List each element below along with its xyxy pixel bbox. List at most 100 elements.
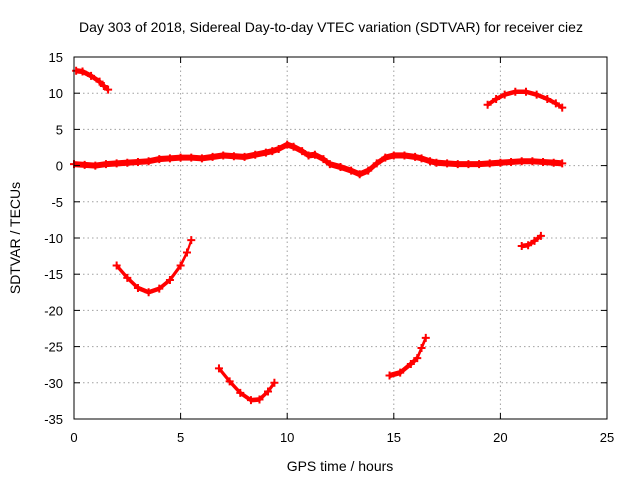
data-point (347, 166, 356, 175)
data-point (261, 148, 270, 157)
x-tick-label: 10 (280, 430, 294, 445)
data-point (274, 144, 283, 153)
data-point (530, 236, 539, 245)
grid (74, 57, 607, 419)
data-point (251, 150, 260, 159)
data-point (558, 103, 567, 112)
data-point (325, 160, 334, 169)
data-point (549, 158, 558, 167)
data-point (123, 273, 132, 282)
x-tick-label: 0 (70, 430, 77, 445)
data-point (80, 160, 89, 169)
data-point (187, 236, 196, 245)
data-point (400, 151, 409, 160)
data-point (310, 150, 319, 159)
data-point (532, 90, 541, 99)
data-point (528, 157, 537, 166)
data-point (381, 153, 390, 162)
data-point (182, 248, 191, 257)
data-point (176, 153, 185, 162)
data-point (187, 153, 196, 162)
y-tick-label: -5 (51, 195, 63, 210)
data-point (208, 152, 217, 161)
data-point (133, 283, 142, 292)
y-tick-label: -20 (44, 303, 63, 318)
data-point (485, 159, 494, 168)
data-point (246, 396, 255, 405)
data-series (70, 66, 567, 405)
data-point (165, 154, 174, 163)
y-tick-label: 5 (56, 122, 63, 137)
data-point (270, 378, 279, 387)
data-point (413, 354, 422, 363)
data-point (264, 387, 273, 396)
x-tick-label: 15 (387, 430, 401, 445)
data-point (283, 140, 292, 149)
data-point (536, 231, 545, 240)
y-tick-label: -10 (44, 231, 63, 246)
axis-ticks: 0 5 10 15 20 25 15 10 5 0 -5 -10 -15 -20 -25 -30 -35 (44, 50, 614, 445)
data-point (475, 160, 484, 169)
data-point (558, 159, 567, 168)
data-point (165, 275, 174, 284)
y-tick-label: -25 (44, 340, 63, 355)
data-point (464, 160, 473, 169)
y-tick-label: -30 (44, 376, 63, 391)
data-point (496, 158, 505, 167)
data-point (78, 67, 87, 76)
data-point (255, 395, 264, 404)
series-arc-c (385, 333, 430, 380)
data-point (104, 85, 113, 94)
data-point (507, 157, 516, 166)
data-point (197, 154, 206, 163)
data-point (389, 151, 398, 160)
data-point (443, 159, 452, 168)
x-tick-label: 25 (600, 430, 614, 445)
data-point (517, 157, 526, 166)
data-point (236, 388, 245, 397)
y-tick-label: 15 (49, 50, 63, 65)
data-point (144, 288, 153, 297)
data-point (289, 142, 298, 151)
data-point (385, 371, 394, 380)
data-point (426, 157, 435, 166)
data-point (225, 377, 234, 386)
y-tick-label: 10 (49, 86, 63, 101)
data-point (91, 161, 100, 170)
y-tick-label: -35 (44, 412, 63, 427)
data-point (511, 87, 520, 96)
data-point (336, 163, 345, 172)
series-arc-start (72, 66, 113, 94)
data-point (453, 160, 462, 169)
data-point (372, 159, 381, 168)
series-arc-d (483, 87, 567, 112)
data-point (101, 160, 110, 169)
data-point (411, 152, 420, 161)
data-point (483, 100, 492, 109)
data-point (543, 94, 552, 103)
data-point (112, 159, 121, 168)
data-point (417, 154, 426, 163)
data-point (432, 158, 441, 167)
data-point (396, 368, 405, 377)
data-point (123, 158, 132, 167)
data-point (155, 284, 164, 293)
data-point (214, 364, 223, 373)
series-arc-e (517, 231, 545, 250)
data-point (298, 147, 307, 156)
data-point (406, 359, 415, 368)
series-band (218, 365, 275, 403)
data-point (551, 99, 560, 108)
data-point (133, 157, 142, 166)
x-tick-label: 20 (493, 430, 507, 445)
data-point (240, 152, 249, 161)
data-point (99, 81, 108, 90)
data-point (521, 87, 530, 96)
x-tick-label: 5 (177, 430, 184, 445)
data-point (219, 151, 228, 160)
y-tick-label: -15 (44, 267, 63, 282)
data-point (421, 333, 430, 342)
series-main-band (70, 140, 567, 179)
data-point (492, 94, 501, 103)
